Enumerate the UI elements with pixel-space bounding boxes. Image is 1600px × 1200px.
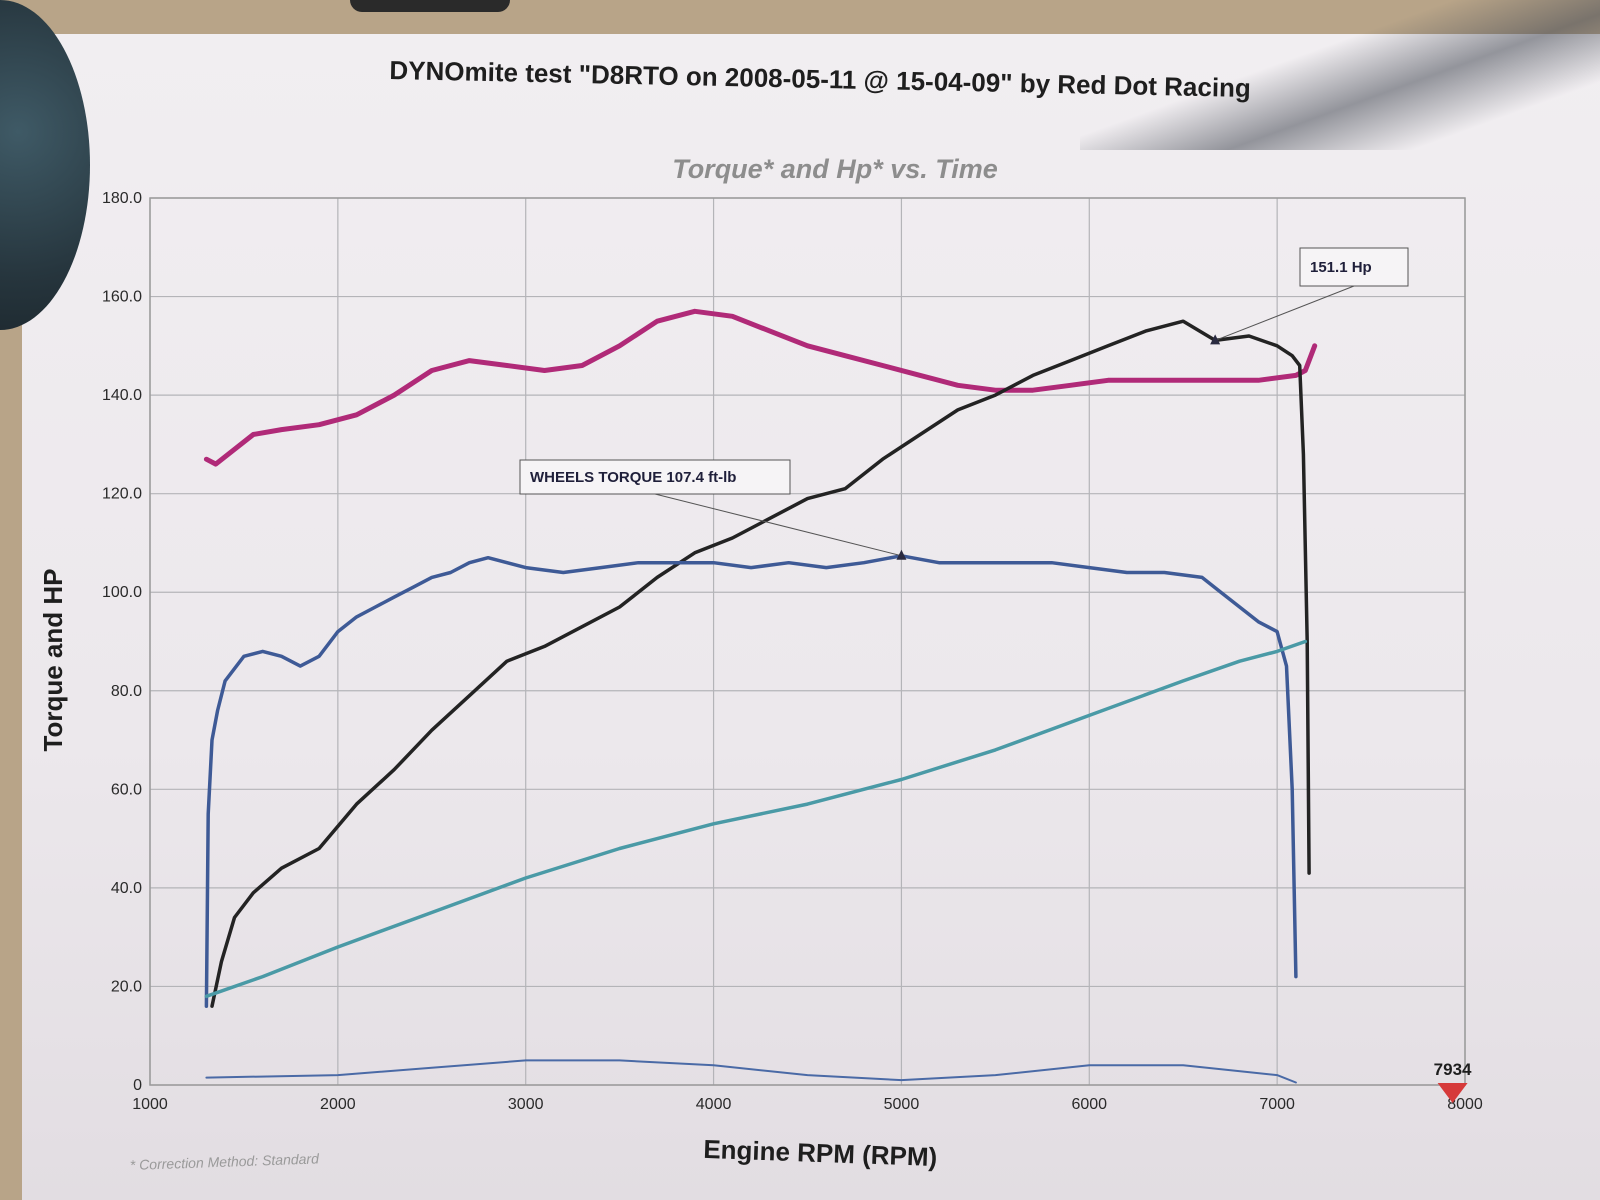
x-tick-label: 2000: [320, 1096, 356, 1113]
y-tick-label: 0: [133, 1077, 142, 1094]
grid: [149, 197, 1466, 1086]
y-tick-label: 120.0: [102, 486, 142, 503]
rpm-marker: 7934: [1434, 1060, 1472, 1103]
series-line-1: [203, 308, 1318, 467]
x-tick-label: 5000: [884, 1096, 920, 1113]
torque-annotation-leader: [654, 493, 902, 557]
chart-title: DYNOmite test "D8RTO on 2008-05-11 @ 15-…: [389, 55, 1251, 103]
series-line-3: [204, 554, 1298, 1008]
paper-printout: [22, 34, 1600, 1200]
y-axis-label: Torque and HP: [38, 569, 68, 752]
hp-annotation: 151.1 Hp: [1210, 247, 1409, 345]
series-line-2: [210, 319, 1311, 1008]
object-at-top-edge: [350, 0, 510, 12]
x-tick-label: 3000: [508, 1096, 544, 1113]
chart-subtitle: Torque* and Hp* vs. Time: [672, 154, 998, 184]
x-tick-label: 1000: [132, 1096, 168, 1113]
x-tick-label: 7000: [1259, 1096, 1295, 1113]
x-tick-label: 8000: [1447, 1096, 1483, 1113]
annot-tq-pointer: [896, 549, 907, 560]
x-axis-label: Engine RPM (RPM): [703, 1134, 938, 1172]
series-layer: [203, 308, 1318, 1084]
rpm-marker-label: 7934: [1434, 1060, 1472, 1079]
plot-frame: [149, 197, 1466, 1086]
torque-annotation-text: WHEELS TORQUE 107.4 ft-lb: [530, 469, 736, 486]
y-tick-label: 160.0: [102, 289, 142, 306]
y-tick-label: 60.0: [111, 781, 142, 798]
y-tick-label: 80.0: [111, 683, 142, 700]
y-tick-label: 100.0: [102, 584, 142, 601]
hp-annotation-text: 151.1 Hp: [1310, 259, 1372, 276]
tick-labels: 0 20.0 40.0 60.0 80.0 100.0 120.0 140.0 160.0 180…: [102, 190, 1483, 1113]
torque-annotation: WHEELS TORQUE 107.4 ft-lb: [519, 459, 907, 560]
paper-shadow: [1080, 0, 1600, 150]
y-tick-label: 40.0: [111, 880, 142, 897]
footnote: * Correction Method: Standard: [130, 1150, 321, 1173]
y-tick-label: 20.0: [111, 978, 142, 995]
x-tick-label: 4000: [696, 1096, 732, 1113]
series-line-4: [204, 639, 1308, 999]
hp-annotation-leader: [1214, 285, 1355, 341]
y-tick-label: 180.0: [102, 190, 142, 207]
x-tick-label: 6000: [1071, 1096, 1107, 1113]
rpm-marker-triangle: [1437, 1083, 1468, 1103]
series-line-5: [205, 1059, 1297, 1084]
torque-annotation-box: [519, 459, 791, 495]
y-tick-label: 140.0: [102, 387, 142, 404]
annot-hp-pointer: [1210, 334, 1221, 345]
hp-annotation-box: [1299, 247, 1409, 287]
